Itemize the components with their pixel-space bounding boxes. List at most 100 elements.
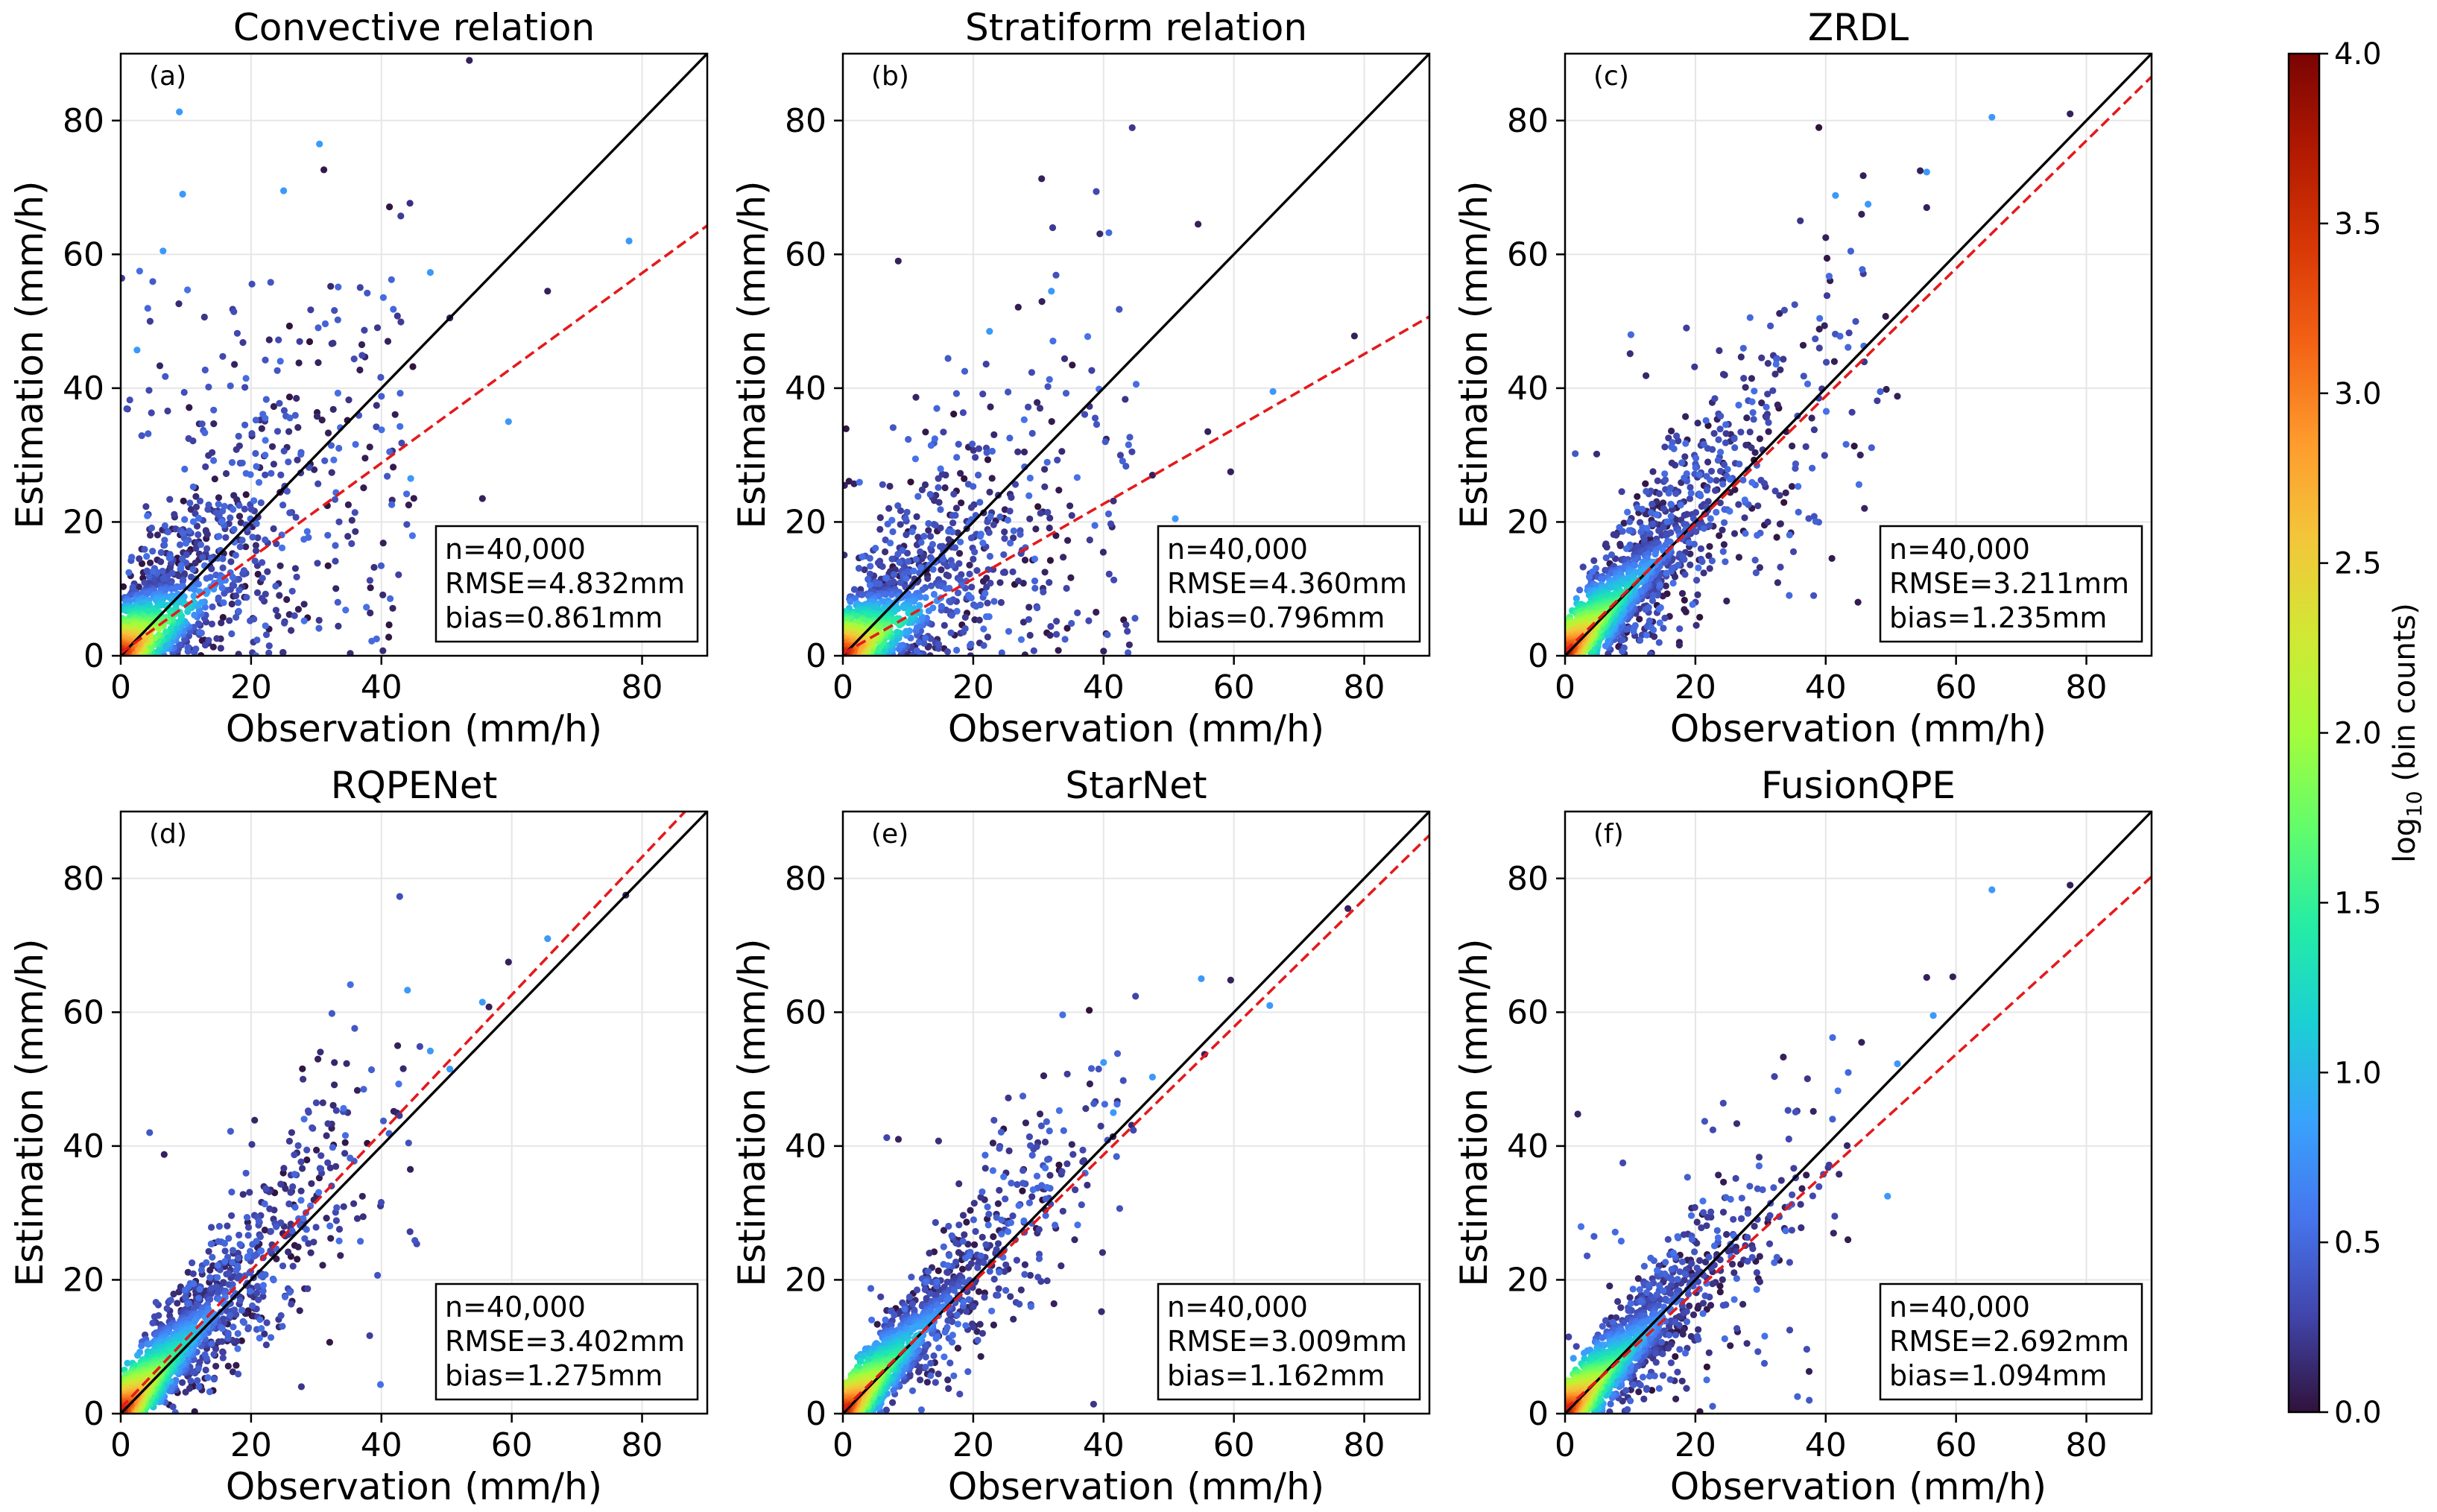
scatter-point: [329, 339, 337, 347]
scatter-point: [236, 543, 244, 551]
scatter-point: [1707, 476, 1714, 484]
scatter-point: [997, 598, 1005, 607]
scatter-point: [406, 200, 414, 207]
scatter-point: [351, 509, 358, 516]
scatter-point: [866, 554, 873, 562]
scatter-point: [1805, 515, 1812, 522]
scatter-point: [1743, 414, 1751, 422]
scatter-point: [925, 642, 932, 650]
scatter-point: [1046, 579, 1053, 586]
scatter-point: [926, 533, 935, 540]
scatter-point: [1026, 474, 1034, 482]
scatter-point: [1700, 525, 1707, 532]
scatter-point: [1716, 426, 1724, 433]
scatter-point: [1868, 444, 1875, 452]
scatter-point: [329, 405, 337, 414]
scatter-point: [1696, 613, 1704, 621]
y-axis-title: Estimation (mm/h): [730, 180, 774, 528]
scatter-point: [1041, 483, 1049, 490]
scatter-point: [136, 268, 143, 275]
scatter-point: [1646, 651, 1654, 656]
scatter-point: [236, 1297, 244, 1304]
scatter-point: [1748, 398, 1756, 405]
scatter-point: [894, 257, 902, 265]
scatter-point: [1702, 417, 1710, 425]
scatter-point: [377, 373, 385, 381]
scatter-point: [1780, 355, 1787, 363]
scatter-point: [1101, 438, 1109, 446]
scatter-point: [1917, 167, 1924, 174]
scatter-point: [241, 421, 249, 428]
scatter-point: [1116, 306, 1123, 313]
scatter-point: [312, 1224, 320, 1231]
scatter-point: [257, 499, 265, 507]
scatter-point: [262, 1185, 270, 1192]
scatter-point: [252, 542, 259, 549]
scatter-point: [170, 1290, 177, 1298]
scatter-point: [1687, 561, 1694, 569]
scatter-point: [149, 1319, 157, 1326]
scatter-point: [1091, 522, 1099, 529]
scatter-point: [341, 1150, 349, 1157]
y-tick-label: 60: [1507, 235, 1549, 273]
scatter-points: [121, 57, 633, 656]
scatter-point: [913, 647, 920, 654]
scatter-point: [1782, 489, 1789, 497]
scatter-point: [996, 579, 1004, 586]
scatter-point: [1025, 403, 1032, 411]
scatter-point: [426, 1047, 434, 1054]
scatter-point: [235, 1254, 242, 1262]
scatter-point: [1737, 428, 1745, 436]
scatter-point: [1683, 470, 1690, 478]
scatter-point: [1269, 388, 1277, 396]
scatter-point: [948, 612, 955, 619]
scatter-point: [1662, 476, 1669, 484]
scatter-point: [1619, 636, 1626, 644]
scatter-point: [395, 571, 402, 578]
scatter-point: [886, 482, 894, 490]
scatter-point: [1350, 332, 1358, 340]
scatter-point: [958, 499, 965, 507]
scatter-point: [937, 506, 944, 513]
scatter-point: [254, 570, 262, 578]
scatter-point: [1125, 641, 1133, 648]
scatter-point: [1122, 463, 1130, 470]
scatter-point: [1052, 271, 1060, 279]
scatter-point: [1668, 427, 1675, 435]
scatter-point: [1724, 466, 1731, 473]
scatter-point: [1007, 540, 1014, 547]
scatter-point: [218, 584, 226, 592]
scatter-point: [1001, 535, 1008, 543]
scatter-point: [1815, 124, 1823, 131]
scatter-point: [1692, 464, 1699, 472]
scatter-point: [1643, 631, 1651, 639]
scatter-point: [376, 1381, 385, 1388]
scatter-point: [1706, 565, 1713, 572]
scatter-point: [1661, 470, 1669, 478]
scatter-point: [219, 613, 227, 621]
scatter-point: [1663, 518, 1671, 525]
scatter-point: [1586, 573, 1593, 581]
scatter-point: [265, 642, 273, 650]
scatter-point: [196, 1285, 203, 1293]
scatter-point: [222, 469, 230, 478]
panel-title: Convective relation: [233, 6, 595, 49]
scatter-point: [291, 1151, 298, 1159]
scatter-point: [1643, 525, 1651, 532]
scatter-point: [219, 1354, 227, 1361]
scatter-point: [233, 1361, 240, 1369]
scatter-point: [1697, 545, 1704, 553]
scatter-point: [1599, 575, 1606, 583]
scatter-point: [367, 584, 374, 592]
scatter-point: [379, 294, 387, 301]
scatter-point: [368, 637, 376, 645]
scatter-point: [235, 607, 242, 615]
stat-rmse: RMSE=4.360mm: [1167, 567, 1407, 600]
scatter-point: [505, 958, 512, 966]
scatter-point: [1856, 452, 1864, 459]
scatter-point: [952, 504, 960, 512]
scatter-point: [157, 558, 165, 566]
scatter-point: [1715, 436, 1722, 443]
scatter-point: [214, 1274, 221, 1281]
